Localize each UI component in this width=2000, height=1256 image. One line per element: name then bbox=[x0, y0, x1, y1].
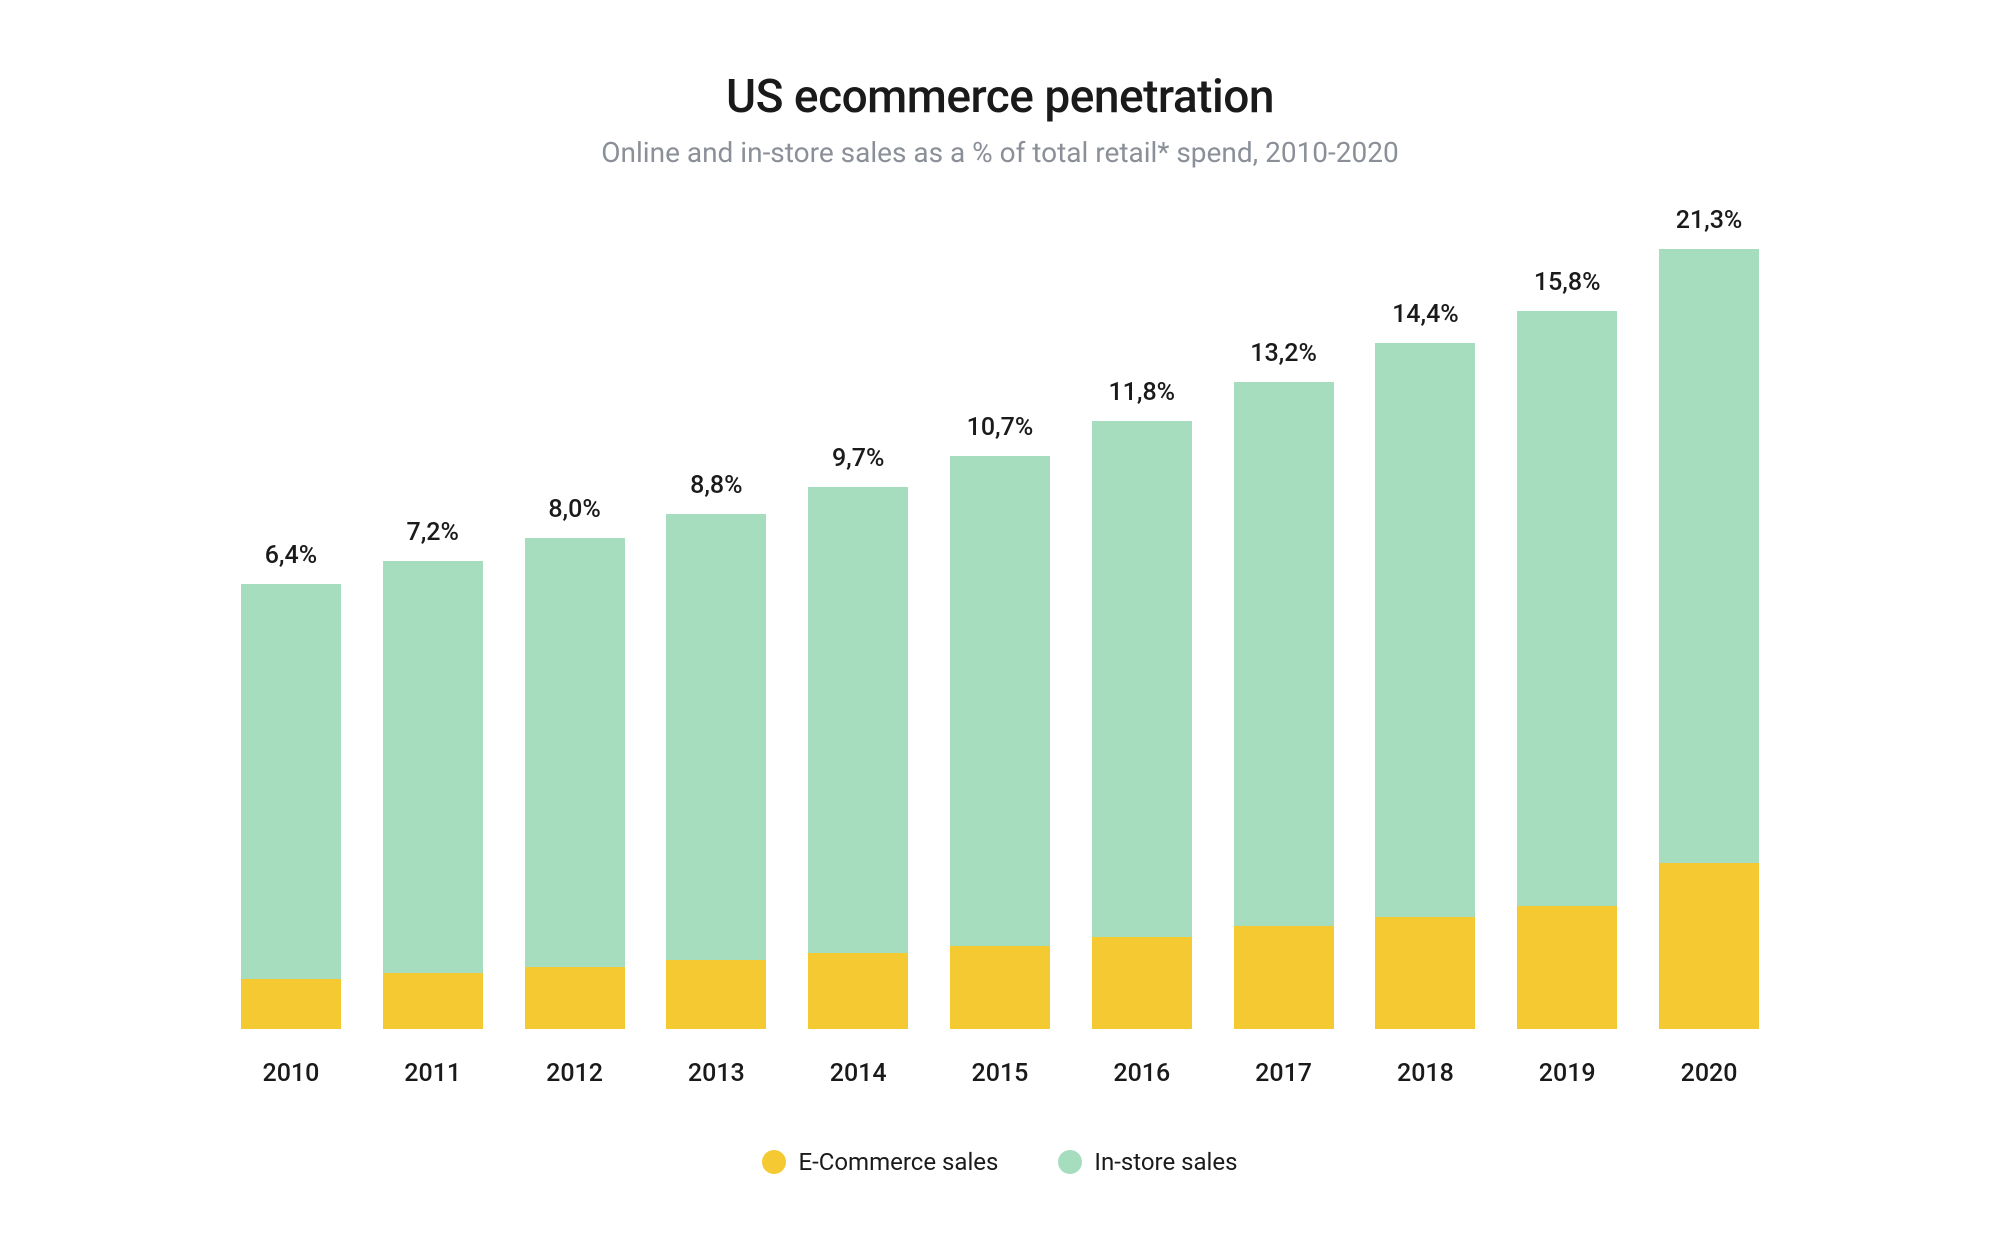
bar-stack bbox=[1092, 421, 1192, 1029]
bar-segment-instore bbox=[383, 561, 483, 973]
bar-stack bbox=[525, 538, 625, 1029]
legend-item-instore: In-store sales bbox=[1058, 1148, 1237, 1176]
bar-segment-instore bbox=[666, 514, 766, 960]
bar-stack bbox=[808, 487, 908, 1029]
chart-legend: E-Commerce sales In-store sales bbox=[762, 1148, 1237, 1176]
bar-stack bbox=[1659, 249, 1759, 1029]
x-axis-label: 2012 bbox=[504, 1059, 646, 1088]
bar-segment-ecommerce bbox=[1517, 906, 1617, 1029]
bar-segment-ecommerce bbox=[1092, 937, 1192, 1029]
bar-segment-ecommerce bbox=[666, 960, 766, 1029]
bar-group: 8,8% bbox=[645, 471, 787, 1029]
bar-segment-ecommerce bbox=[808, 953, 908, 1029]
bar-group: 10,7% bbox=[929, 413, 1071, 1029]
bar-data-label: 14,4% bbox=[1392, 300, 1459, 329]
x-axis-label: 2015 bbox=[929, 1059, 1071, 1088]
x-axis-label: 2014 bbox=[787, 1059, 929, 1088]
bar-group: 11,8% bbox=[1071, 378, 1213, 1029]
bar-stack bbox=[1375, 343, 1475, 1029]
bar-segment-ecommerce bbox=[1375, 917, 1475, 1029]
bar-group: 13,2% bbox=[1213, 339, 1355, 1029]
bar-segment-instore bbox=[1375, 343, 1475, 917]
bar-data-label: 13,2% bbox=[1250, 339, 1317, 368]
bar-data-label: 15,8% bbox=[1534, 268, 1601, 297]
chart-title: US ecommerce penetration bbox=[726, 70, 1274, 124]
bar-segment-ecommerce bbox=[950, 946, 1050, 1029]
x-axis-label: 2013 bbox=[645, 1059, 787, 1088]
bar-group: 21,3% bbox=[1638, 206, 1780, 1029]
bar-segment-instore bbox=[1517, 311, 1617, 905]
bar-data-label: 8,0% bbox=[548, 495, 600, 524]
bar-segment-instore bbox=[808, 487, 908, 953]
bar-group: 14,4% bbox=[1355, 300, 1497, 1029]
bar-segment-ecommerce bbox=[1234, 926, 1334, 1029]
x-axis-label: 2016 bbox=[1071, 1059, 1213, 1088]
x-axis-label: 2018 bbox=[1355, 1059, 1497, 1088]
bar-segment-instore bbox=[525, 538, 625, 967]
bar-group: 7,2% bbox=[362, 518, 504, 1029]
bar-stack bbox=[1234, 382, 1334, 1029]
bar-segment-instore bbox=[950, 456, 1050, 946]
bar-data-label: 8,8% bbox=[690, 471, 742, 500]
x-axis-label: 2020 bbox=[1638, 1059, 1780, 1088]
bar-group: 15,8% bbox=[1496, 268, 1638, 1029]
bar-data-label: 7,2% bbox=[407, 518, 459, 547]
bar-data-label: 6,4% bbox=[265, 541, 317, 570]
bar-segment-instore bbox=[1234, 382, 1334, 926]
bar-segment-ecommerce bbox=[241, 979, 341, 1029]
bar-segment-instore bbox=[1092, 421, 1192, 937]
bar-group: 8,0% bbox=[504, 495, 646, 1029]
bar-stack bbox=[383, 561, 483, 1029]
legend-dot-instore bbox=[1058, 1150, 1082, 1174]
bar-group: 9,7% bbox=[787, 444, 929, 1029]
x-axis-label: 2010 bbox=[220, 1059, 362, 1088]
x-axis: 2010201120122013201420152016201720182019… bbox=[220, 1059, 1780, 1088]
x-axis-label: 2011 bbox=[362, 1059, 504, 1088]
bar-data-label: 9,7% bbox=[832, 444, 884, 473]
legend-label-ecommerce: E-Commerce sales bbox=[798, 1148, 998, 1176]
x-axis-label: 2017 bbox=[1213, 1059, 1355, 1088]
bar-segment-ecommerce bbox=[1659, 863, 1759, 1029]
bar-segment-ecommerce bbox=[525, 967, 625, 1029]
bar-data-label: 11,8% bbox=[1108, 378, 1175, 407]
bar-segment-ecommerce bbox=[383, 973, 483, 1029]
bar-segment-instore bbox=[1659, 249, 1759, 863]
bar-data-label: 21,3% bbox=[1676, 206, 1743, 235]
bar-data-label: 10,7% bbox=[967, 413, 1034, 442]
legend-item-ecommerce: E-Commerce sales bbox=[762, 1148, 998, 1176]
x-axis-label: 2019 bbox=[1496, 1059, 1638, 1088]
legend-dot-ecommerce bbox=[762, 1150, 786, 1174]
legend-label-instore: In-store sales bbox=[1094, 1148, 1237, 1176]
bar-stack bbox=[1517, 311, 1617, 1029]
bar-stack bbox=[666, 514, 766, 1029]
bar-stack bbox=[950, 456, 1050, 1029]
bar-segment-instore bbox=[241, 584, 341, 979]
chart-plot-area: 6,4% 7,2% 8,0% 8,8% 9,7% 10,7% 11,8% 13,2% 14,4%… bbox=[220, 249, 1780, 1029]
bar-group: 6,4% bbox=[220, 541, 362, 1029]
chart-subtitle: Online and in-store sales as a % of tota… bbox=[601, 136, 1398, 169]
bar-stack bbox=[241, 584, 341, 1029]
